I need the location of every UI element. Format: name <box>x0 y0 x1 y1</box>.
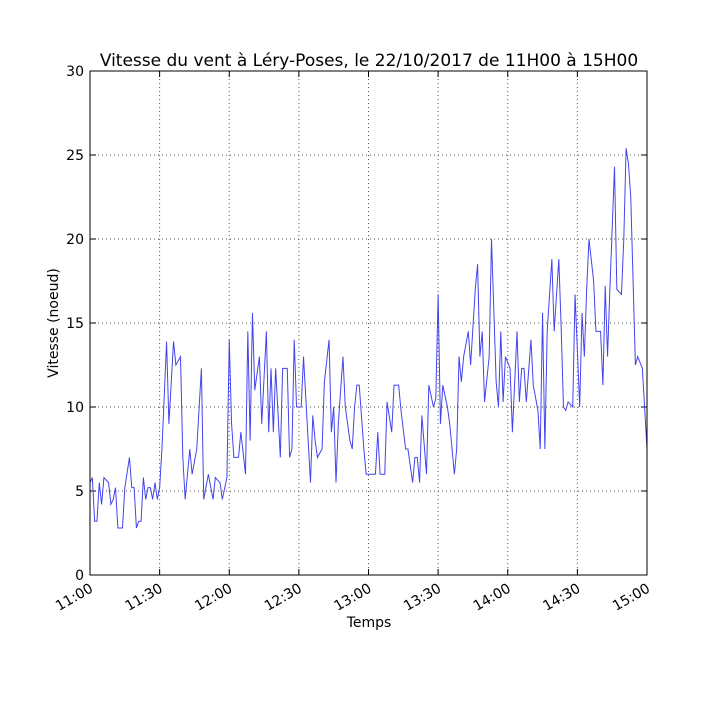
data-line <box>89 148 648 529</box>
x-tick-label: 15:00 <box>610 581 653 615</box>
y-tick-label: 25 <box>66 148 84 164</box>
y-tick-label: 30 <box>66 64 84 80</box>
y-tick-label: 15 <box>66 316 84 332</box>
y-tick-label: 5 <box>75 484 84 500</box>
x-tick-label: 12:30 <box>262 581 305 615</box>
y-tick-label: 0 <box>75 568 84 584</box>
y-axis-label: Vitesse (noeud) <box>46 268 62 378</box>
y-tick-label: 20 <box>66 232 84 248</box>
x-axis-label: Temps <box>346 615 392 631</box>
plot-frame <box>89 70 648 576</box>
x-tick-label: 13:30 <box>401 581 444 615</box>
x-tick-label: 13:00 <box>332 581 375 615</box>
x-tick-label: 11:00 <box>53 581 96 615</box>
chart-title: Vitesse du vent à Léry-Poses, le 22/10/2… <box>100 51 638 71</box>
y-tick-label: 10 <box>66 400 84 416</box>
x-tick-label: 14:30 <box>540 581 583 615</box>
x-tick-label: 12:00 <box>192 581 235 615</box>
x-tick-label: 11:30 <box>123 581 166 615</box>
x-tick-label: 14:00 <box>471 581 514 615</box>
